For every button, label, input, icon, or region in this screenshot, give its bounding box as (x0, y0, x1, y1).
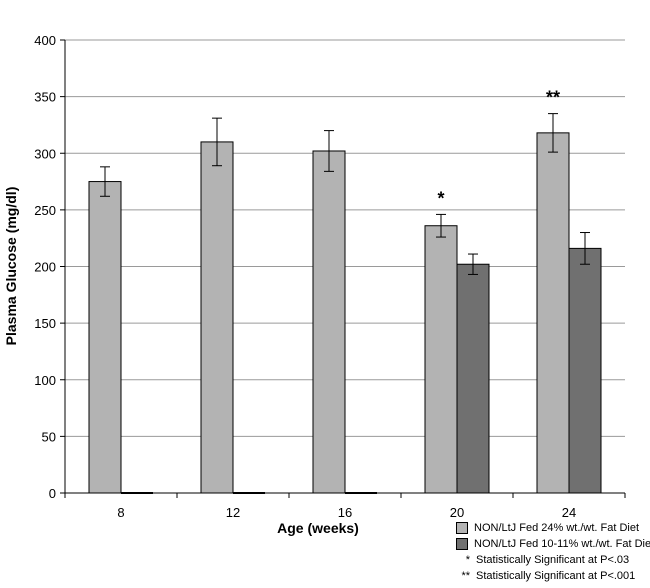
y-tick-label: 0 (49, 486, 56, 501)
x-tick-label: 24 (562, 505, 576, 520)
bar-series-2 (456, 263, 490, 494)
bar-series-1 (88, 181, 122, 494)
legend-label-series-1: NON/LtJ Fed 24% wt./wt. Fat Diet (474, 522, 640, 534)
legend-note-marker-1: * (465, 554, 470, 566)
x-axis-title: Age (weeks) (277, 520, 359, 536)
x-tick-label: 12 (226, 505, 240, 520)
y-tick-label: 300 (34, 146, 56, 161)
legend-swatch-series-1 (456, 522, 468, 534)
y-tick-label: 100 (34, 373, 56, 388)
bar-series-1 (200, 141, 234, 494)
significance-marker: ** (546, 88, 560, 108)
y-tick-label: 250 (34, 203, 56, 218)
bars (88, 113, 602, 494)
legend-swatch-series-2 (456, 538, 468, 550)
bar-series-1 (536, 132, 570, 494)
legend: NON/LtJ Fed 24% wt./wt. Fat Diet NON/LtJ… (456, 520, 650, 584)
y-tick-label: 350 (34, 90, 56, 105)
legend-note-marker-2: ** (461, 570, 470, 582)
x-tick-label: 16 (338, 505, 352, 520)
axes (60, 39, 626, 498)
legend-label-series-2: NON/LtJ Fed 10-11% wt./wt. Fat Diet (474, 538, 650, 550)
y-tick-label: 50 (42, 429, 56, 444)
x-tick-label: 20 (450, 505, 464, 520)
legend-item-series-2: NON/LtJ Fed 10-11% wt./wt. Fat Diet (456, 536, 650, 552)
legend-item-series-1: NON/LtJ Fed 24% wt./wt. Fat Diet (456, 520, 650, 536)
bar-series-1 (312, 150, 346, 494)
legend-note-text-2: Statistically Significant at P<.001 (476, 570, 636, 582)
x-tick-label: 8 (117, 505, 124, 520)
legend-note-2: ** Statistically Significant at P<.001 (456, 568, 650, 584)
y-tick-label: 150 (34, 316, 56, 331)
significance-marker: * (437, 188, 444, 208)
y-tick-label: 400 (34, 33, 56, 48)
bar-series-1 (424, 225, 458, 494)
y-axis-title: Plasma Glucose (mg/dl) (3, 187, 19, 346)
legend-note-1: * Statistically Significant at P<.03 (456, 552, 650, 568)
bar-series-2 (568, 247, 602, 494)
y-tick-label: 200 (34, 260, 56, 275)
legend-note-text-1: Statistically Significant at P<.03 (476, 554, 630, 566)
